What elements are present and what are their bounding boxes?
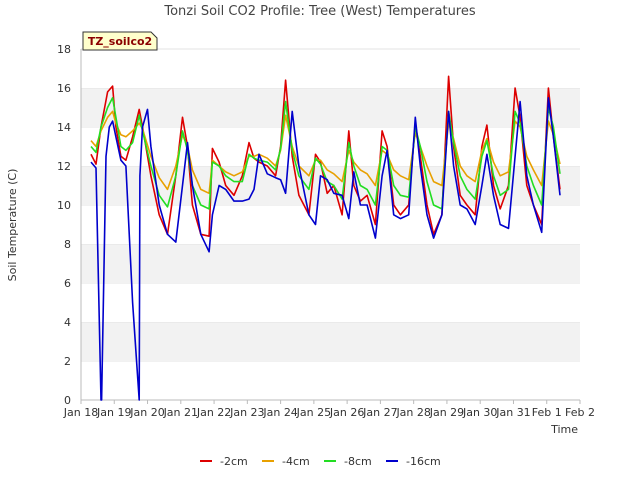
x-tick-label: Jan 26 — [329, 406, 364, 419]
grid-band — [81, 49, 580, 88]
series-line-16cm — [90, 97, 561, 401]
grid-band — [81, 361, 580, 400]
y-tick-label: 2 — [64, 355, 71, 368]
legend-label: -2cm — [220, 455, 248, 468]
legend-label: -16cm — [406, 455, 441, 468]
x-tick-label: Feb 1 — [532, 406, 562, 419]
x-axis-label: Time — [550, 423, 578, 436]
x-tick-label: Jan 23 — [229, 406, 264, 419]
series-line-8cm — [90, 97, 561, 210]
series-lines — [90, 75, 561, 401]
x-tick-label: Jan 25 — [296, 406, 331, 419]
series-line-2cm — [90, 75, 561, 237]
x-tick-label: Jan 28 — [395, 406, 430, 419]
legend-label: -4cm — [282, 455, 310, 468]
x-tick-label: Jan 22 — [196, 406, 231, 419]
badge: TZ_soilco2 — [82, 31, 158, 51]
grid-band — [81, 244, 580, 283]
y-tick-label: 12 — [57, 160, 71, 173]
legend: -2cm -4cm -8cm -16cm — [200, 455, 441, 468]
x-tick-label: Jan 29 — [429, 406, 464, 419]
grid-band — [81, 283, 580, 322]
grid-band — [81, 322, 580, 361]
series-line-4cm — [90, 110, 561, 195]
y-tick-label: 8 — [64, 238, 71, 251]
x-tick-label: Feb 2 — [565, 406, 595, 419]
x-tick-label: Jan 30 — [462, 406, 497, 419]
x-tick-label: Jan 31 — [495, 406, 530, 419]
grid-bands — [81, 48, 580, 400]
y-tick-label: 10 — [57, 199, 71, 212]
y-tick-label: 0 — [64, 394, 71, 407]
y-tick-label: 16 — [57, 82, 71, 95]
x-tick-label: Jan 18 — [63, 406, 98, 419]
y-tick-label: 6 — [64, 277, 71, 290]
grid-band — [81, 205, 580, 244]
grid-band — [81, 88, 580, 127]
y-tick-labels: 0 2 4 6 8 10 12 14 16 18 — [57, 43, 71, 407]
y-tick-label: 18 — [57, 43, 71, 56]
x-tick-label: Jan 19 — [96, 406, 131, 419]
y-tick-label: 14 — [57, 121, 71, 134]
badge-box — [82, 31, 158, 51]
chart-title: Tonzi Soil CO2 Profile: Tree (West) Temp… — [163, 4, 476, 19]
grid-band — [81, 127, 580, 166]
badge-label: TZ_soilco2 — [88, 35, 152, 48]
y-tick-label: 4 — [64, 316, 71, 329]
x-tick-label: Jan 27 — [362, 406, 397, 419]
x-tick-label: Jan 24 — [262, 406, 297, 419]
legend-label: -8cm — [344, 455, 372, 468]
y-axis-label: Soil Temperature (C) — [6, 169, 19, 282]
x-tick-label: Jan 21 — [163, 406, 198, 419]
axes — [80, 49, 580, 401]
x-tick-label: Jan 20 — [129, 406, 164, 419]
